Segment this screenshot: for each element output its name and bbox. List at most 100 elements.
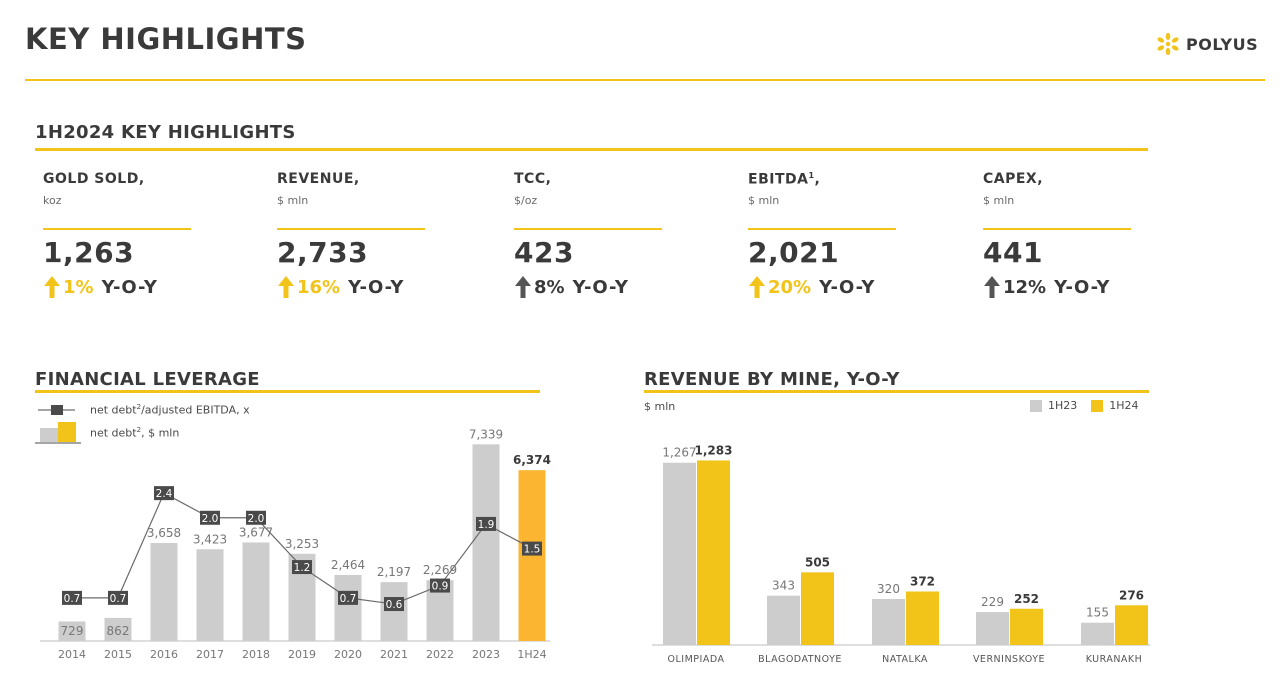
bar-1h23-natalka (872, 598, 905, 645)
kpi-change: 16% Y-O-Y (277, 275, 477, 299)
legend-marker-icon (51, 405, 63, 415)
bar-net-debt-2016 (150, 542, 178, 641)
polyus-logo-icon (1157, 32, 1179, 56)
x-tick-label: 1H24 (517, 648, 546, 661)
kpi-value: 423 (514, 236, 574, 269)
kpi-yoy-label: Y-O-Y (1054, 276, 1111, 298)
revenue-chart-title: REVENUE BY MINE, Y-O-Y (644, 369, 900, 390)
leverage-ratio-label: 2.0 (248, 513, 265, 525)
leverage-ratio-label: 1.9 (478, 519, 495, 531)
bar-net-debt-2017 (196, 549, 224, 641)
kpi-card: GOLD SOLD, koz 1,263 1% Y-O-Y (43, 171, 243, 299)
bar-value-label: 2,197 (377, 565, 411, 579)
kpi-unit: $ mln (277, 194, 309, 207)
kpi-value: 2,733 (277, 236, 369, 269)
bar-value-label: 229 (981, 595, 1004, 609)
x-tick-label: 2019 (288, 648, 316, 661)
kpi-label-text: TCC, (514, 171, 552, 187)
kpi-change-percent: 8% (534, 276, 565, 298)
kpi-label-text: GOLD SOLD, (43, 171, 145, 187)
leverage-ratio-label: 0.7 (340, 593, 357, 605)
leverage-ratio-label: 0.6 (386, 599, 403, 611)
kpi-change: 1% Y-O-Y (43, 275, 243, 299)
kpi-divider (277, 228, 425, 230)
leverage-ratio-label: 0.7 (110, 593, 127, 605)
bar-1h23-kuranakh (1081, 622, 1114, 645)
kpi-change-percent: 20% (768, 276, 812, 298)
x-tick-label: NATALKA (882, 654, 928, 665)
kpi-divider (43, 228, 191, 230)
leverage-ratio-label: 2.0 (202, 513, 219, 525)
legend-1h23-swatch (1030, 399, 1042, 412)
arrow-up-icon (749, 276, 765, 298)
bar-1h24-olimpiada (697, 460, 730, 645)
kpi-change: 12% Y-O-Y (983, 275, 1183, 299)
x-tick-label: VERNINSKOYE (973, 654, 1045, 665)
bar-value-label: 320 (877, 582, 900, 596)
kpi-yoy-label: Y-O-Y (572, 276, 629, 298)
kpi-value: 441 (983, 236, 1043, 269)
bar-value-label: 1,267 (662, 446, 696, 460)
leverage-ratio-marker (476, 516, 496, 531)
bar-value-label: 729 (61, 624, 84, 638)
kpi-footnote: 1 (808, 171, 815, 180)
legend-gray-bar-icon (40, 428, 58, 442)
revenue-unit-label: $ mln (644, 400, 676, 413)
kpi-card: REVENUE, $ mln 2,733 16% Y-O-Y (277, 171, 477, 299)
bar-1h23-olimpiada (663, 462, 696, 645)
bar-value-label: 6,374 (513, 453, 551, 467)
kpi-value: 2,021 (748, 236, 840, 269)
x-tick-label: 2015 (104, 648, 132, 661)
leverage-legend-icons (35, 405, 81, 444)
page-title: KEY HIGHLIGHTS (25, 22, 307, 56)
header-divider (25, 79, 1265, 81)
legend-1h24-swatch (1091, 399, 1104, 412)
leverage-ratio-label: 0.9 (432, 581, 449, 593)
bar-value-label: 505 (805, 555, 830, 569)
legend-1h23-label: 1H23 (1048, 399, 1078, 412)
legend-bar-label: net debt2, $ mln (90, 426, 180, 440)
bar-net-debt-2021 (380, 582, 408, 641)
x-tick-label: KURANAKH (1086, 654, 1143, 665)
leverage-chart: 729 2014 862 2015 3,658 2016 3,423 2017 3,677 201… (40, 427, 551, 661)
bar-value-label: 276 (1119, 588, 1144, 602)
leverage-ratio-marker (430, 578, 450, 593)
bar-value-label: 3,677 (239, 525, 273, 539)
bar-1h23-blagodatnoye (767, 595, 800, 645)
bar-value-label: 155 (1086, 606, 1109, 620)
bar-net-debt-1H24 (518, 470, 546, 641)
bar-net-debt-2020 (334, 574, 362, 641)
bar-value-label: 372 (910, 574, 935, 588)
leverage-divider (35, 390, 540, 393)
bar-value-label: 343 (772, 579, 795, 593)
leverage-ratio-marker (246, 510, 266, 525)
kpi-label: TCC, (514, 171, 714, 189)
kpi-unit: koz (43, 194, 62, 207)
x-tick-label: 2020 (334, 648, 362, 661)
arrow-up-icon (44, 276, 60, 298)
x-tick-label: OLIMPIADA (668, 654, 725, 665)
bar-net-debt-2018 (242, 542, 270, 641)
kpi-change-percent: 12% (1003, 276, 1047, 298)
leverage-ratio-label: 1.5 (524, 544, 541, 556)
kpi-card: EBITDA1, $ mln 2,021 20% Y-O-Y (748, 171, 948, 299)
kpi-yoy-label: Y-O-Y (101, 276, 158, 298)
bar-1h24-verninskoye (1010, 608, 1043, 645)
leverage-chart-title: FINANCIAL LEVERAGE (35, 369, 260, 390)
bar-value-label: 3,423 (193, 532, 227, 546)
leverage-ratio-marker (292, 560, 312, 575)
leverage-ratio-marker (154, 486, 174, 501)
x-tick-label: 2017 (196, 648, 224, 661)
bar-value-label: 7,339 (469, 427, 503, 441)
bar-1h24-natalka (906, 591, 939, 645)
bar-net-debt-2015 (104, 617, 132, 641)
leverage-ratio-marker (62, 590, 82, 605)
revenue-divider (644, 390, 1149, 393)
kpi-label: EBITDA1, (748, 171, 821, 188)
kpi-label: CAPEX, (983, 171, 1183, 189)
legend-line-label: net debt2/adjusted EBITDA, x (90, 403, 250, 417)
bar-1h24-blagodatnoye (801, 572, 834, 645)
kpi-divider (514, 228, 662, 230)
x-tick-label: 2021 (380, 648, 408, 661)
